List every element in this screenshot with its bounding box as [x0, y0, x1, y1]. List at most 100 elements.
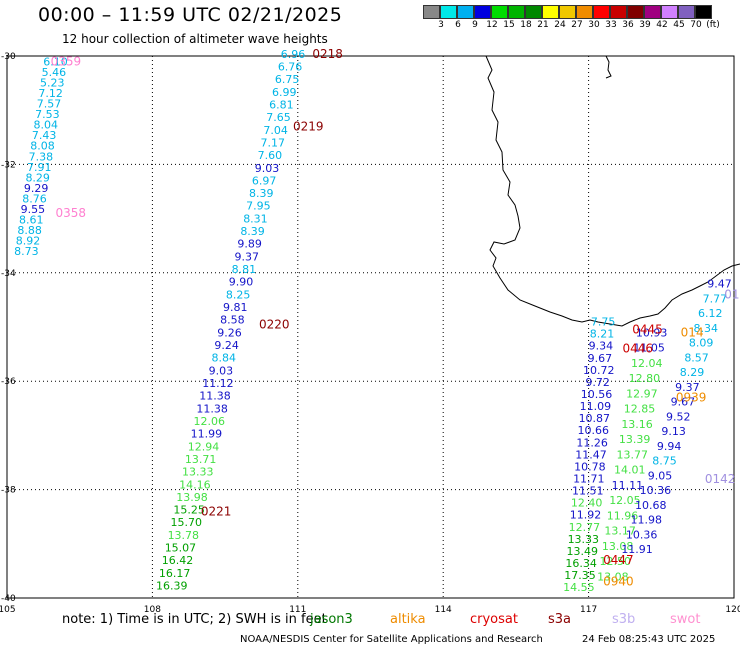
swh-value: 16.17: [159, 567, 191, 580]
swh-value: 6.12: [698, 307, 723, 320]
swh-value: 11.05: [633, 342, 665, 355]
swh-value: 9.67: [671, 396, 696, 409]
swh-value: 12.97: [626, 387, 658, 400]
lat-tick-label: -40: [1, 594, 16, 604]
generated-timestamp: 24 Feb 08:25:43 UTC 2025: [582, 634, 716, 645]
legend-swatch: [610, 5, 627, 19]
legend-swatch: [593, 5, 610, 19]
swh-value: 11.38: [199, 390, 231, 403]
legend-label: 15: [503, 20, 515, 30]
swh-value: 13.33: [568, 533, 600, 546]
swh-value: 7.53: [35, 108, 60, 121]
legend-swatch: [423, 5, 440, 19]
swh-value: 16.39: [156, 580, 188, 593]
swh-value: 11.11: [612, 479, 644, 492]
legend-swatch: [576, 5, 593, 19]
legend-swatch: [627, 5, 644, 19]
legend-label: 18: [520, 20, 532, 30]
swh-value: 13.78: [168, 529, 200, 542]
swh-value: 6.97: [252, 174, 277, 187]
swh-value: 8.75: [652, 455, 677, 468]
legend-swatch: [491, 5, 508, 19]
swh-value: 16.34: [565, 557, 597, 570]
legend-label: 21: [537, 20, 549, 30]
swh-value: 8.73: [14, 245, 39, 258]
swh-value: 14.16: [179, 478, 211, 491]
legend-label: 36: [622, 20, 634, 30]
swh-value: 12.05: [609, 494, 641, 507]
legend-swatch: [644, 5, 661, 19]
lon-tick-label: 108: [144, 605, 161, 615]
swh-value: 11.12: [202, 377, 234, 390]
swh-value: 9.34: [589, 340, 614, 353]
lon-tick-label: 105: [0, 605, 16, 615]
swh-value: 7.77: [703, 292, 728, 305]
swh-value: 13.39: [619, 433, 651, 446]
swh-value: 11.71: [573, 473, 605, 486]
swh-value: 17.35: [564, 569, 596, 582]
pass-label: 0221: [201, 504, 232, 518]
swh-value: 11.96: [607, 509, 639, 522]
swh-value: 11.09: [580, 400, 612, 413]
swh-value: 10.78: [574, 460, 606, 473]
swh-value: 9.47: [707, 278, 732, 291]
swh-value: 9.37: [235, 250, 260, 263]
legend-swatch: [457, 5, 474, 19]
pass-labels: 0359 0358 0218 0219 0220 0221 0445 0446 0447 0939…: [51, 47, 740, 589]
swh-value: 8.04: [34, 119, 59, 132]
legend-swatch: [525, 5, 542, 19]
swh-value: 11.91: [621, 543, 653, 556]
legend-swatch: [661, 5, 678, 19]
swh-value: 8.92: [16, 235, 41, 248]
swh-value: 9.94: [657, 440, 682, 453]
swh-value: 7.57: [37, 98, 62, 111]
swh-value: 7.95: [246, 200, 271, 213]
swh-value: 8.81: [232, 263, 257, 276]
swh-value: 10.68: [635, 499, 667, 512]
swh-value: 8.21: [590, 328, 615, 341]
pass-label: 0358: [55, 206, 86, 220]
swh-value: 8.09: [689, 337, 714, 350]
swh-value: 11.99: [191, 428, 223, 441]
legend-label: 30: [588, 20, 600, 30]
pass-label: 0446: [623, 342, 654, 356]
swh-value: 6.96: [281, 48, 306, 61]
mission-label: jason3: [310, 612, 353, 627]
swh-value: 10.36: [626, 528, 658, 541]
swh-value: 10.66: [577, 424, 609, 437]
swh-value: 8.34: [693, 322, 718, 335]
swh-value: 8.84: [211, 352, 236, 365]
coast-feature: [605, 55, 612, 79]
legend-labels: 3 6 9 12 15 18 21 24 27 30 33 36 39 42 45 70 (ft): [423, 19, 739, 31]
swh-value: 12.85: [624, 403, 656, 416]
swh-value: 11.38: [196, 402, 228, 415]
swh-value: 7.12: [38, 87, 63, 100]
swh-value: 7.75: [591, 316, 616, 329]
swh-value: 6.76: [278, 60, 303, 73]
map-frame: [6, 55, 735, 599]
map-title: 00:00 – 11:59 UTC 02/21/2025: [38, 4, 343, 26]
lat-tick-label: -34: [1, 269, 16, 279]
swh-value: 14.55: [563, 581, 595, 594]
swh-value: 9.03: [255, 162, 280, 175]
swh-value: 7.91: [27, 161, 52, 174]
lon-tick-label: 114: [435, 605, 452, 615]
swh-value: 10.87: [579, 412, 611, 425]
swh-value: 7.60: [258, 149, 283, 162]
swh-value: 8.25: [226, 288, 251, 301]
swh-value: 16.42: [162, 554, 194, 567]
swh-value: 13.49: [566, 545, 598, 558]
swh-value: 11.51: [572, 485, 604, 498]
swh-value: 9.26: [217, 326, 242, 339]
swh-value: 12.06: [194, 415, 226, 428]
swh-value: 15.07: [165, 542, 197, 555]
swh-value: 8.39: [249, 187, 274, 200]
mission-label: cryosat: [470, 612, 518, 627]
lon-tick-label: 120: [725, 605, 740, 615]
legend-label: 3: [438, 20, 444, 30]
swh-value: 8.76: [22, 192, 47, 205]
swh-value: 8.29: [25, 171, 50, 184]
legend-label: 33: [605, 20, 617, 30]
swh-value: 13.08: [597, 570, 629, 583]
